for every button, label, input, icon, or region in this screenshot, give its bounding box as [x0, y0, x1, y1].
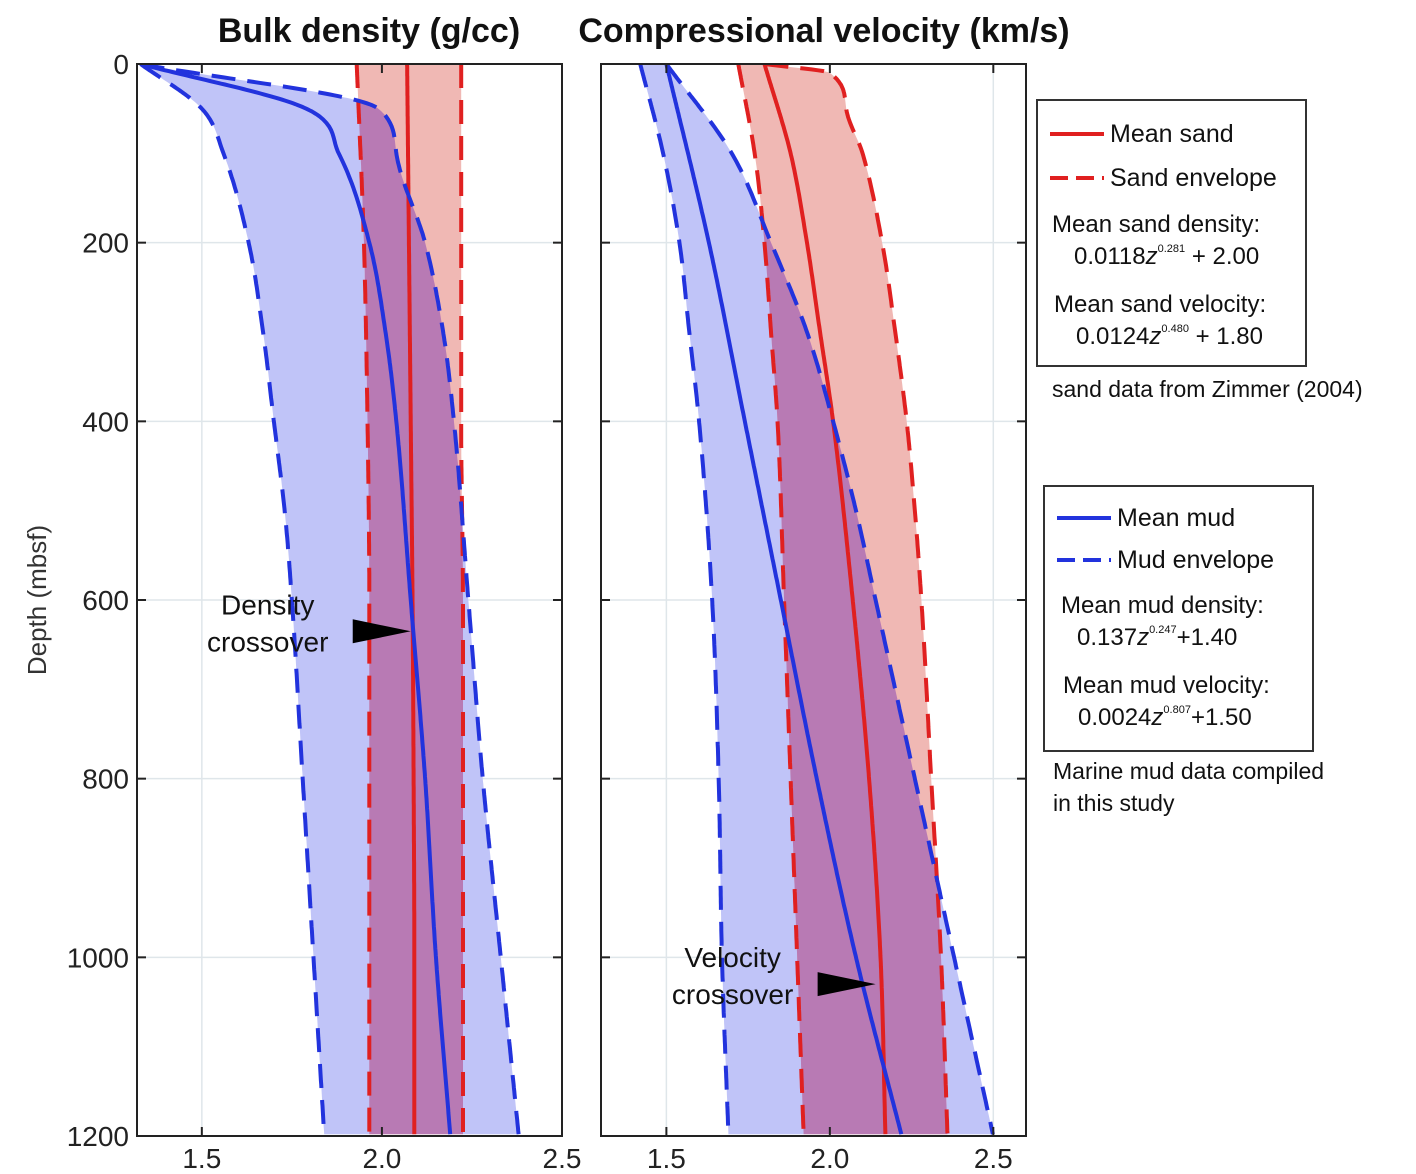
y-tick-label: 1000 — [67, 942, 129, 973]
velocity-crossover-annotation: Velocity crossover — [672, 942, 876, 1010]
density-panel: 1.5 2.0 2.5 0 200 400 600 800 1000 1200 Density cr… — [67, 49, 582, 1174]
sand-velocity-equation: 0.0124z0.480 + 1.80 — [1076, 323, 1263, 350]
sand-density-equation: 0.0118z0.281 + 2.00 — [1074, 243, 1260, 270]
sand-legend: Mean sand Sand envelope Mean sand densit… — [1036, 99, 1307, 367]
mud-density-label: Mean mud density: — [1061, 592, 1264, 619]
crossover-label-line: crossover — [207, 626, 328, 657]
mud-data-source-line1: Marine mud data compiled — [1053, 758, 1325, 784]
legend-mean-sand: Mean sand — [1050, 119, 1234, 149]
mean-mud-line — [664, 64, 904, 1135]
dashed-blue-line-icon — [1057, 558, 1111, 562]
mud-envelope-lower-line — [139, 64, 327, 1135]
mud-density-equation: 0.137z0.247+1.40 — [1077, 624, 1238, 651]
sand-envelope-lower-line — [736, 64, 806, 1135]
crossover-label-line: Density — [221, 589, 314, 620]
mud-legend: Mean mud Mud envelope Mean mud density: … — [1043, 485, 1314, 752]
x-tick-label: 2.0 — [362, 1143, 401, 1174]
mean-sand-line — [762, 64, 888, 1135]
x-tick-label: 2.5 — [543, 1143, 582, 1174]
sand-velocity-label: Mean sand velocity: — [1054, 291, 1267, 318]
x-tick-label: 2.0 — [810, 1143, 849, 1174]
mud-data-source-line2: in this study — [1053, 790, 1175, 816]
sand-envelope-upper-line — [764, 64, 950, 1135]
overlap-fill — [738, 64, 948, 1135]
sand-envelope-lower-line — [354, 64, 372, 1135]
mud-data-source: Marine mud data compiled in this study — [1053, 755, 1324, 819]
mud-envelope-upper-line — [664, 64, 995, 1135]
velocity-panel-title: Compressional velocity (km/s) — [578, 12, 1069, 50]
legend-mean-mud: Mean mud — [1057, 503, 1235, 533]
x-tick-label: 2.5 — [974, 1143, 1013, 1174]
velocity-lines — [638, 64, 995, 1135]
mean-sand-line — [405, 64, 417, 1135]
legend-mean-sand-label: Mean sand — [1110, 119, 1234, 148]
x-tick-label: 1.5 — [182, 1143, 221, 1174]
legend-mud-envelope: Mud envelope — [1057, 545, 1274, 575]
density-panel-title: Bulk density (g/cc) — [218, 12, 520, 50]
legend-mud-envelope-label: Mud envelope — [1117, 545, 1275, 574]
velocity-ticks: 1.5 2.0 2.5 — [601, 63, 1026, 1174]
mud-velocity-equation: 0.0024z0.807+1.50 — [1078, 704, 1252, 731]
density-crossover-annotation: Density crossover — [207, 589, 411, 657]
legend-mean-mud-label: Mean mud — [1117, 503, 1236, 532]
crossover-arrow — [817, 972, 876, 997]
velocity-panel: 1.5 2.0 2.5 Velocity crossover — [600, 63, 1027, 1174]
legend-sand-envelope: Sand envelope — [1050, 163, 1277, 193]
x-tick-label: 1.5 — [647, 1143, 686, 1174]
y-tick-label: 1200 — [67, 1121, 129, 1152]
sand-density-label: Mean sand density: — [1052, 211, 1261, 238]
y-tick-label: 800 — [82, 764, 129, 795]
sand-data-source: sand data from Zimmer (2004) — [1052, 376, 1363, 402]
mean-mud-line — [140, 64, 453, 1135]
crossover-arrow — [352, 619, 411, 644]
solid-blue-line-icon — [1057, 516, 1111, 520]
density-ticks: 1.5 2.0 2.5 0 200 400 600 800 1000 1200 — [67, 49, 582, 1174]
dashed-red-line-icon — [1050, 176, 1104, 180]
density-lines — [139, 64, 521, 1135]
solid-red-line-icon — [1050, 132, 1104, 136]
y-axis-label: Depth (mbsf) — [22, 525, 52, 675]
mud-envelope-lower-line — [638, 64, 731, 1135]
mud-velocity-label: Mean mud velocity: — [1063, 672, 1270, 699]
legend-sand-envelope-label: Sand envelope — [1110, 163, 1277, 192]
y-tick-label: 0 — [113, 49, 129, 80]
crossover-label-line: Velocity — [684, 942, 781, 973]
y-tick-label: 200 — [82, 228, 129, 259]
y-tick-label: 600 — [82, 585, 129, 616]
y-tick-label: 400 — [82, 406, 129, 437]
mud-envelope-upper-line — [140, 64, 521, 1135]
crossover-label-line: crossover — [672, 979, 793, 1010]
